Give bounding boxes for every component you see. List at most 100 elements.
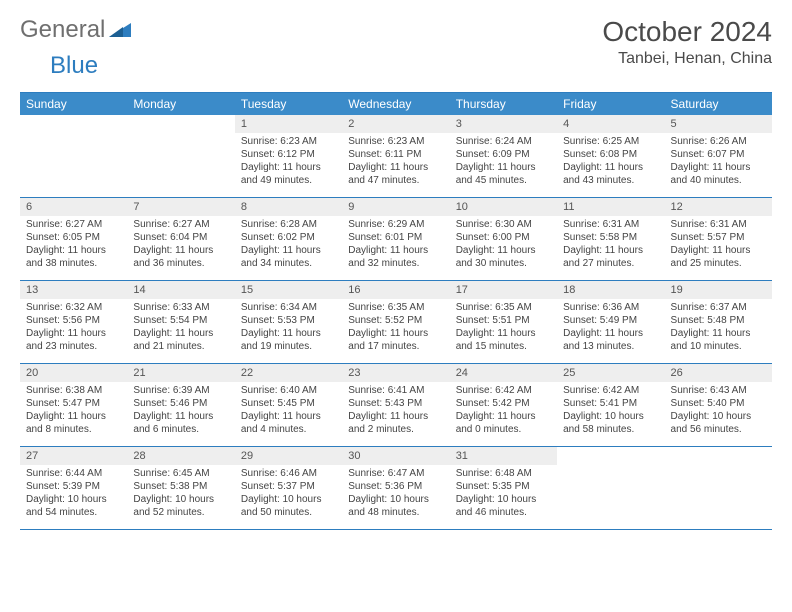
- day-number: 31: [450, 447, 557, 465]
- day-body: Sunrise: 6:32 AMSunset: 5:56 PMDaylight:…: [20, 299, 127, 357]
- sunrise-text: Sunrise: 6:39 AM: [133, 384, 228, 397]
- daylight-text: Daylight: 11 hours and 13 minutes.: [563, 327, 658, 353]
- sunrise-text: Sunrise: 6:38 AM: [26, 384, 121, 397]
- sunset-text: Sunset: 5:46 PM: [133, 397, 228, 410]
- daylight-text: Daylight: 11 hours and 8 minutes.: [26, 410, 121, 436]
- day-cell: [127, 115, 234, 197]
- day-cell: 1Sunrise: 6:23 AMSunset: 6:12 PMDaylight…: [235, 115, 342, 197]
- sunset-text: Sunset: 5:43 PM: [348, 397, 443, 410]
- sunrise-text: Sunrise: 6:31 AM: [563, 218, 658, 231]
- weeks-container: 1Sunrise: 6:23 AMSunset: 6:12 PMDaylight…: [20, 115, 772, 530]
- day-body: Sunrise: 6:41 AMSunset: 5:43 PMDaylight:…: [342, 382, 449, 440]
- daylight-text: Daylight: 11 hours and 38 minutes.: [26, 244, 121, 270]
- daylight-text: Daylight: 10 hours and 52 minutes.: [133, 493, 228, 519]
- sunset-text: Sunset: 5:48 PM: [671, 314, 766, 327]
- day-body: Sunrise: 6:37 AMSunset: 5:48 PMDaylight:…: [665, 299, 772, 357]
- daylight-text: Daylight: 11 hours and 15 minutes.: [456, 327, 551, 353]
- logo-word-general: General: [20, 16, 105, 44]
- sunrise-text: Sunrise: 6:46 AM: [241, 467, 336, 480]
- sunrise-text: Sunrise: 6:42 AM: [456, 384, 551, 397]
- sunset-text: Sunset: 5:56 PM: [26, 314, 121, 327]
- sunrise-text: Sunrise: 6:44 AM: [26, 467, 121, 480]
- day-body: Sunrise: 6:33 AMSunset: 5:54 PMDaylight:…: [127, 299, 234, 357]
- day-cell: 5Sunrise: 6:26 AMSunset: 6:07 PMDaylight…: [665, 115, 772, 197]
- daylight-text: Daylight: 10 hours and 56 minutes.: [671, 410, 766, 436]
- day-body: Sunrise: 6:42 AMSunset: 5:42 PMDaylight:…: [450, 382, 557, 440]
- day-cell: 9Sunrise: 6:29 AMSunset: 6:01 PMDaylight…: [342, 198, 449, 280]
- daylight-text: Daylight: 11 hours and 6 minutes.: [133, 410, 228, 436]
- day-cell: 6Sunrise: 6:27 AMSunset: 6:05 PMDaylight…: [20, 198, 127, 280]
- day-cell: 27Sunrise: 6:44 AMSunset: 5:39 PMDayligh…: [20, 447, 127, 529]
- sunset-text: Sunset: 6:04 PM: [133, 231, 228, 244]
- day-cell: [20, 115, 127, 197]
- day-cell: [557, 447, 664, 529]
- week-row: 27Sunrise: 6:44 AMSunset: 5:39 PMDayligh…: [20, 447, 772, 530]
- logo-word-blue: Blue: [50, 52, 98, 79]
- sunrise-text: Sunrise: 6:35 AM: [348, 301, 443, 314]
- day-cell: 19Sunrise: 6:37 AMSunset: 5:48 PMDayligh…: [665, 281, 772, 363]
- day-number: 5: [665, 115, 772, 133]
- daylight-text: Daylight: 11 hours and 2 minutes.: [348, 410, 443, 436]
- day-body: Sunrise: 6:43 AMSunset: 5:40 PMDaylight:…: [665, 382, 772, 440]
- day-number: 24: [450, 364, 557, 382]
- day-body: Sunrise: 6:30 AMSunset: 6:00 PMDaylight:…: [450, 216, 557, 274]
- day-number: 12: [665, 198, 772, 216]
- sunset-text: Sunset: 5:35 PM: [456, 480, 551, 493]
- sunset-text: Sunset: 5:47 PM: [26, 397, 121, 410]
- sunrise-text: Sunrise: 6:31 AM: [671, 218, 766, 231]
- day-cell: 25Sunrise: 6:42 AMSunset: 5:41 PMDayligh…: [557, 364, 664, 446]
- sunset-text: Sunset: 6:02 PM: [241, 231, 336, 244]
- day-number: 8: [235, 198, 342, 216]
- day-cell: 24Sunrise: 6:42 AMSunset: 5:42 PMDayligh…: [450, 364, 557, 446]
- sunrise-text: Sunrise: 6:27 AM: [26, 218, 121, 231]
- sunset-text: Sunset: 6:11 PM: [348, 148, 443, 161]
- weekday-header: Monday: [127, 93, 234, 115]
- day-body: Sunrise: 6:23 AMSunset: 6:12 PMDaylight:…: [235, 133, 342, 191]
- calendar-page: General October 2024 Tanbei, Henan, Chin…: [0, 0, 792, 530]
- title-block: October 2024 Tanbei, Henan, China: [602, 16, 772, 68]
- sunset-text: Sunset: 6:09 PM: [456, 148, 551, 161]
- day-cell: 12Sunrise: 6:31 AMSunset: 5:57 PMDayligh…: [665, 198, 772, 280]
- week-row: 1Sunrise: 6:23 AMSunset: 6:12 PMDaylight…: [20, 115, 772, 198]
- day-body: Sunrise: 6:39 AMSunset: 5:46 PMDaylight:…: [127, 382, 234, 440]
- weekday-header-row: Sunday Monday Tuesday Wednesday Thursday…: [20, 93, 772, 115]
- day-body: Sunrise: 6:25 AMSunset: 6:08 PMDaylight:…: [557, 133, 664, 191]
- sunset-text: Sunset: 6:05 PM: [26, 231, 121, 244]
- day-cell: 10Sunrise: 6:30 AMSunset: 6:00 PMDayligh…: [450, 198, 557, 280]
- sunset-text: Sunset: 6:07 PM: [671, 148, 766, 161]
- week-row: 13Sunrise: 6:32 AMSunset: 5:56 PMDayligh…: [20, 281, 772, 364]
- sunrise-text: Sunrise: 6:25 AM: [563, 135, 658, 148]
- day-number: 6: [20, 198, 127, 216]
- sunset-text: Sunset: 5:41 PM: [563, 397, 658, 410]
- day-number: 29: [235, 447, 342, 465]
- sunrise-text: Sunrise: 6:41 AM: [348, 384, 443, 397]
- day-cell: 15Sunrise: 6:34 AMSunset: 5:53 PMDayligh…: [235, 281, 342, 363]
- day-number: 20: [20, 364, 127, 382]
- daylight-text: Daylight: 11 hours and 36 minutes.: [133, 244, 228, 270]
- day-cell: 3Sunrise: 6:24 AMSunset: 6:09 PMDaylight…: [450, 115, 557, 197]
- day-number: 25: [557, 364, 664, 382]
- daylight-text: Daylight: 10 hours and 48 minutes.: [348, 493, 443, 519]
- sunset-text: Sunset: 6:12 PM: [241, 148, 336, 161]
- day-cell: 16Sunrise: 6:35 AMSunset: 5:52 PMDayligh…: [342, 281, 449, 363]
- daylight-text: Daylight: 11 hours and 49 minutes.: [241, 161, 336, 187]
- day-cell: 29Sunrise: 6:46 AMSunset: 5:37 PMDayligh…: [235, 447, 342, 529]
- sunrise-text: Sunrise: 6:47 AM: [348, 467, 443, 480]
- weekday-header: Friday: [557, 93, 664, 115]
- day-body: Sunrise: 6:27 AMSunset: 6:05 PMDaylight:…: [20, 216, 127, 274]
- day-number: 15: [235, 281, 342, 299]
- daylight-text: Daylight: 11 hours and 21 minutes.: [133, 327, 228, 353]
- day-body: Sunrise: 6:40 AMSunset: 5:45 PMDaylight:…: [235, 382, 342, 440]
- day-number: 28: [127, 447, 234, 465]
- sunrise-text: Sunrise: 6:27 AM: [133, 218, 228, 231]
- day-body: Sunrise: 6:38 AMSunset: 5:47 PMDaylight:…: [20, 382, 127, 440]
- sunset-text: Sunset: 5:39 PM: [26, 480, 121, 493]
- daylight-text: Daylight: 11 hours and 32 minutes.: [348, 244, 443, 270]
- sunset-text: Sunset: 6:00 PM: [456, 231, 551, 244]
- day-number: 26: [665, 364, 772, 382]
- sunset-text: Sunset: 5:36 PM: [348, 480, 443, 493]
- day-body: Sunrise: 6:27 AMSunset: 6:04 PMDaylight:…: [127, 216, 234, 274]
- day-body: Sunrise: 6:28 AMSunset: 6:02 PMDaylight:…: [235, 216, 342, 274]
- day-cell: 28Sunrise: 6:45 AMSunset: 5:38 PMDayligh…: [127, 447, 234, 529]
- day-number: 4: [557, 115, 664, 133]
